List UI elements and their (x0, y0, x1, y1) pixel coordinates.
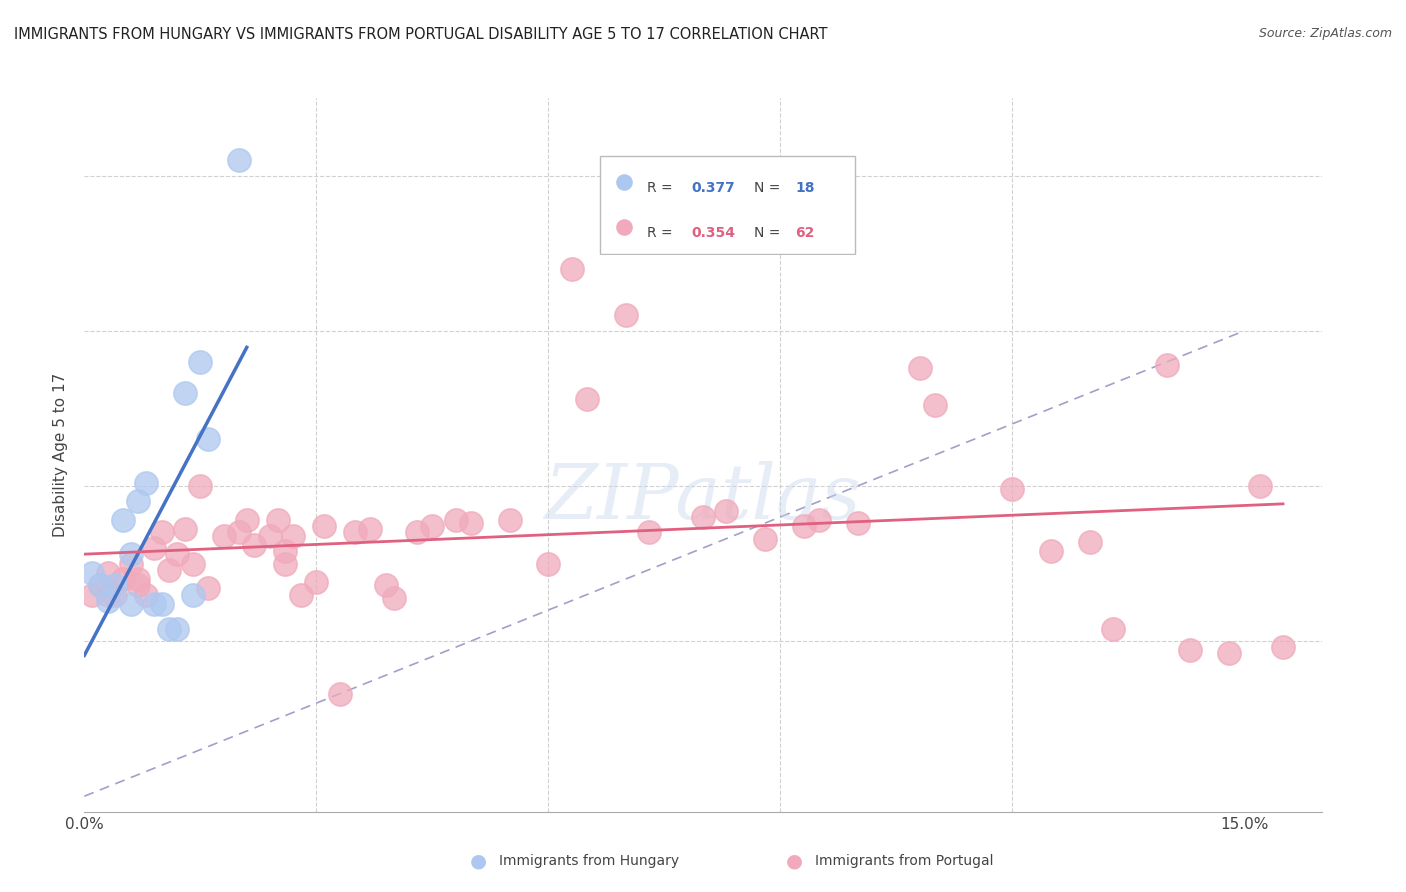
Point (537, 557, 560, 571)
Point (181, 557, 204, 571)
Point (188, 479, 211, 493)
Point (120, 597, 142, 611)
Point (576, 392, 599, 406)
FancyBboxPatch shape (600, 156, 855, 254)
Point (290, 588, 312, 602)
Text: R =: R = (647, 181, 678, 195)
Point (908, 361, 931, 376)
Y-axis label: Disability Age 5 to 17: Disability Age 5 to 17 (53, 373, 69, 537)
Point (174, 522, 197, 536)
Point (614, 308, 637, 322)
Point (96, 593, 118, 607)
Point (1218, 647, 1240, 661)
Point (127, 578, 149, 592)
Point (143, 597, 166, 611)
Point (135, 475, 157, 490)
Text: IMMIGRANTS FROM HUNGARY VS IMMIGRANTS FROM PORTUGAL DISABILITY AGE 5 TO 17 CORRE: IMMIGRANTS FROM HUNGARY VS IMMIGRANTS FR… (14, 27, 828, 42)
Point (405, 525, 427, 540)
Point (1078, 534, 1101, 549)
Point (150, 525, 173, 540)
Point (1039, 544, 1063, 558)
Point (112, 572, 135, 586)
Point (89, 578, 111, 592)
Point (243, 538, 266, 552)
Point (159, 563, 180, 577)
Point (82, 566, 104, 580)
Point (281, 528, 305, 542)
Text: Source: ZipAtlas.com: Source: ZipAtlas.com (1258, 27, 1392, 40)
Point (143, 541, 166, 555)
Point (1156, 358, 1178, 372)
Point (560, 261, 583, 276)
Point (104, 578, 127, 592)
Point (360, 522, 382, 536)
Point (127, 494, 149, 508)
Point (212, 528, 235, 542)
Text: Immigrants from Portugal: Immigrants from Portugal (815, 854, 994, 868)
Point (312, 519, 335, 533)
Point (329, 687, 352, 701)
Point (197, 433, 219, 447)
Point (135, 588, 157, 602)
Point (305, 575, 328, 590)
Text: Immigrants from Hungary: Immigrants from Hungary (499, 854, 679, 868)
Point (1178, 643, 1201, 657)
Text: ●: ● (470, 851, 486, 871)
Point (235, 513, 259, 527)
Point (188, 355, 211, 369)
Point (613, 175, 636, 189)
Point (166, 547, 188, 561)
Point (174, 385, 197, 400)
Point (228, 525, 250, 540)
Point (89, 578, 111, 592)
Point (120, 547, 142, 561)
Point (127, 572, 149, 586)
Point (1001, 482, 1024, 496)
Text: ZIPatlas: ZIPatlas (544, 461, 862, 534)
Point (1271, 640, 1294, 655)
Point (924, 398, 946, 412)
Point (422, 519, 444, 533)
Text: ●: ● (786, 851, 803, 871)
Point (181, 588, 204, 602)
Point (344, 525, 367, 540)
Text: 0.377: 0.377 (692, 181, 735, 195)
Point (846, 516, 869, 531)
Text: N =: N = (754, 181, 785, 195)
Point (228, 153, 250, 168)
Point (120, 557, 142, 571)
Point (159, 622, 180, 636)
Point (499, 513, 522, 527)
Point (82, 588, 104, 602)
Point (793, 519, 815, 533)
Point (613, 220, 636, 235)
Point (638, 525, 661, 540)
Point (104, 588, 127, 602)
Point (1102, 622, 1125, 636)
Point (166, 622, 188, 636)
Point (150, 597, 173, 611)
Point (112, 513, 135, 527)
Point (754, 532, 776, 546)
Text: R =: R = (647, 227, 678, 240)
Text: 18: 18 (796, 181, 815, 195)
Point (259, 528, 281, 542)
Point (382, 591, 405, 605)
Point (197, 582, 219, 596)
Point (460, 516, 482, 531)
Point (807, 513, 830, 527)
Point (96, 566, 118, 580)
Point (274, 544, 297, 558)
Text: N =: N = (754, 227, 785, 240)
Point (1249, 479, 1271, 493)
Point (96, 588, 118, 602)
Point (444, 513, 467, 527)
Point (692, 510, 714, 524)
Point (374, 578, 398, 592)
Text: 0.354: 0.354 (692, 227, 735, 240)
Point (267, 513, 290, 527)
Text: 62: 62 (796, 227, 814, 240)
Point (716, 504, 738, 518)
Point (274, 557, 297, 571)
